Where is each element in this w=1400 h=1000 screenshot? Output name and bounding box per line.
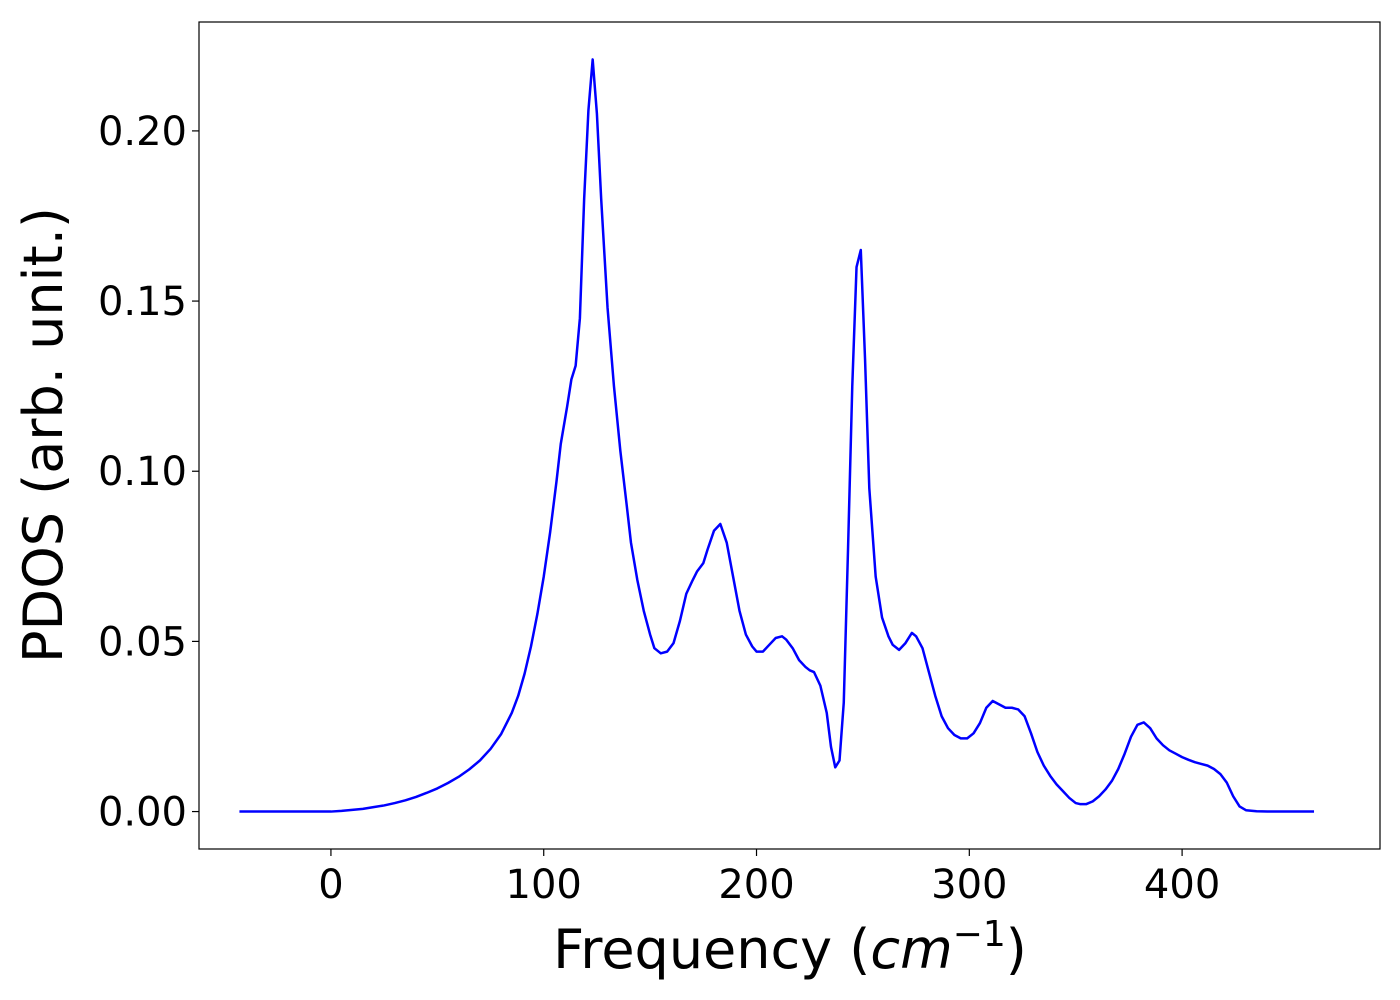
- plot-area: [198, 21, 1381, 850]
- x-tick-label: 200: [718, 862, 794, 908]
- y-axis-ticks: 0.00 0.05 0.10 0.15 0.20: [98, 109, 199, 836]
- y-tick-label: 0.10: [98, 449, 187, 495]
- pdos-series-line: [239, 58, 1315, 813]
- x-tick-label: 400: [1144, 862, 1220, 908]
- x-tick-label: 100: [506, 862, 582, 908]
- x-axis-label: Frequency (cm−1): [553, 914, 1027, 981]
- y-tick-label: 0.05: [98, 619, 187, 665]
- x-axis-ticks: 0 100 200 300 400: [318, 849, 1220, 908]
- y-tick-label: 0.00: [98, 790, 187, 836]
- x-tick-label: 300: [931, 862, 1007, 908]
- y-axis-label: PDOS (arb. unit.): [12, 207, 75, 663]
- x-tick-label: 0: [318, 862, 343, 908]
- plot-frame: [198, 21, 1381, 850]
- y-tick-label: 0.20: [98, 109, 187, 155]
- y-tick-label: 0.15: [98, 279, 187, 325]
